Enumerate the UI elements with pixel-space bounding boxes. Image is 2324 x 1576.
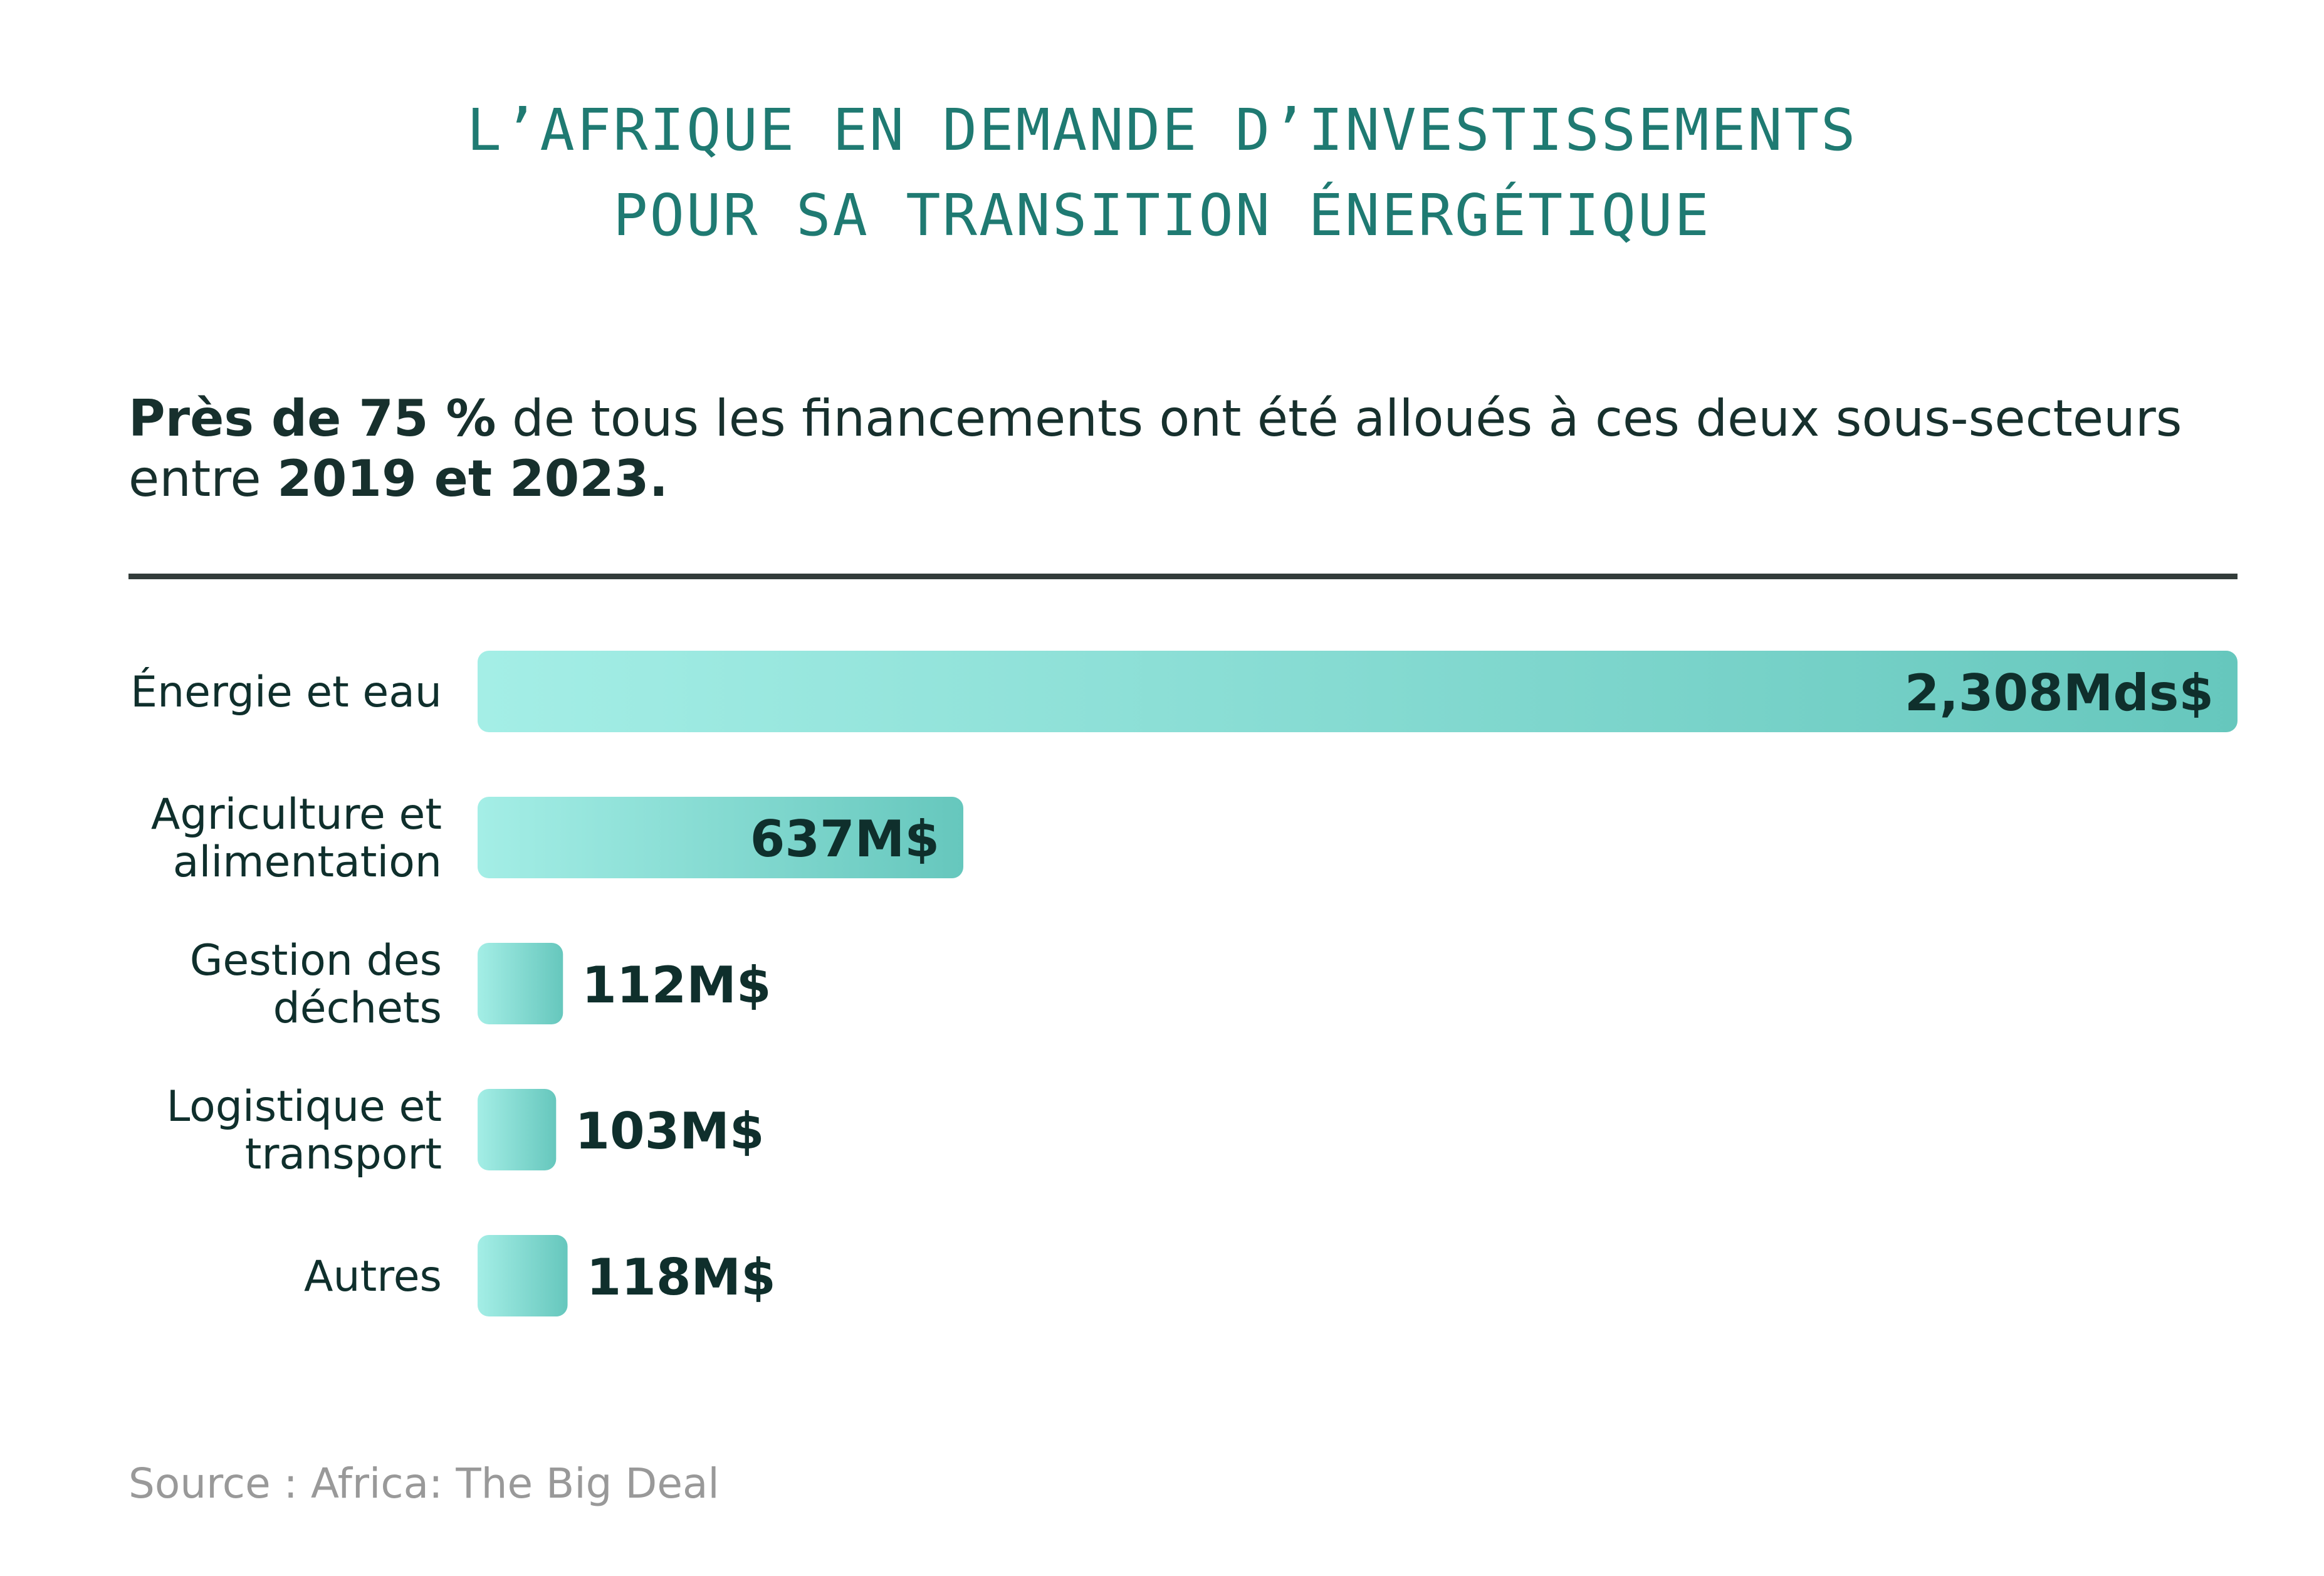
value-label-2: 112M$ [582,956,771,1014]
category-label-3-0: Logistique et [166,1082,442,1132]
category-label-3-1: transport [245,1130,442,1179]
bar-2 [478,943,563,1024]
category-label-2-1: déchets [273,984,442,1033]
value-label-3: 103M$ [575,1102,764,1160]
category-label-2-0: Gestion des [190,936,442,985]
subtitle-text: de tous les financements ont été alloués… [128,389,2182,508]
chart-title-line-1: L’AFRIQUE EN DEMANDE D’INVESTISSEMENTS [466,97,1858,164]
bar-1 [478,797,963,878]
bars-layer: Énergie et eau 2,308Mds$ Agriculture etali… [130,651,2238,1316]
chart-title-line-2: POUR SA TRANSITION ÉNERGÉTIQUE [613,182,1711,249]
bar-4 [478,1235,568,1316]
value-label-0: 2,308Mds$ [1905,664,2214,722]
category-label-1-1: alimentation [173,838,442,887]
bar-3 [478,1089,557,1170]
value-label-1: 637M$ [750,810,940,868]
category-label-4-0: Autres [304,1252,442,1301]
category-label-1-0: Agriculture et [151,790,442,839]
category-label-0-0: Énergie et eau [130,667,442,717]
subtitle-highlight-period: 2019 et 2023. [277,449,668,508]
bar-0 [478,651,2238,732]
subtitle-highlight-share: Près de 75 % [128,389,496,448]
chart-subtitle: Près de 75 % de tous les financements on… [128,389,2259,509]
source-note: Source : Africa: The Big Deal [128,1459,720,1508]
value-label-4: 118M$ [587,1248,776,1306]
header-divider [128,574,2238,579]
